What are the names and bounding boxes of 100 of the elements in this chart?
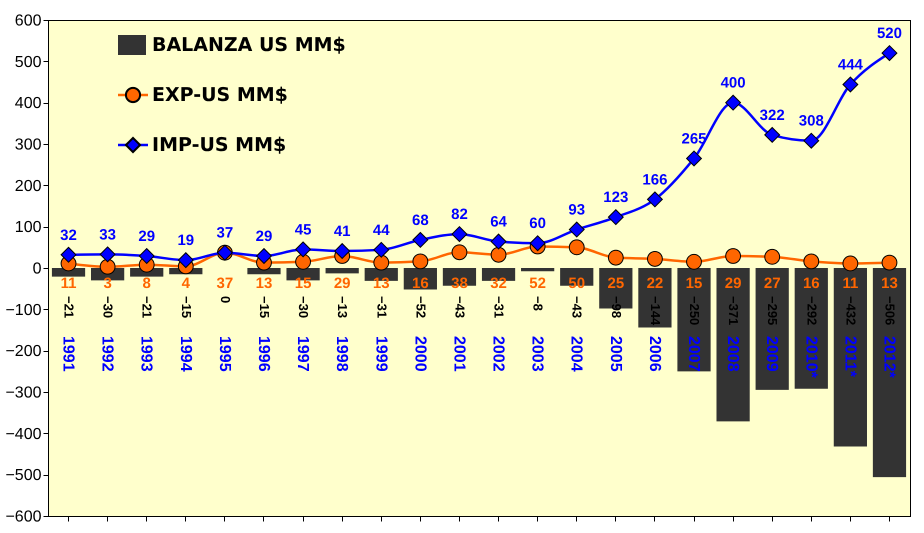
point — [295, 254, 311, 270]
data-label: 8 — [142, 275, 151, 292]
y-tick-label: −100 — [5, 302, 42, 319]
data-label: −15 — [178, 296, 194, 318]
data-label: 93 — [568, 202, 586, 219]
x-tick-label: 1992 — [98, 336, 116, 372]
point — [452, 226, 468, 242]
data-label: −43 — [570, 296, 585, 318]
y-tick-label: 300 — [14, 136, 42, 154]
x-tick-label: 2004 — [568, 336, 585, 372]
point — [842, 256, 858, 272]
y-tick-label: 400 — [14, 95, 42, 112]
x-tick-label: 2010* — [802, 336, 820, 379]
point — [686, 254, 702, 270]
data-label: 25 — [607, 275, 624, 292]
point — [60, 246, 76, 263]
point — [256, 248, 272, 264]
point — [138, 248, 155, 264]
data-label: 16 — [412, 275, 429, 292]
x-tick-label: 1999 — [372, 336, 390, 372]
point — [568, 239, 585, 256]
point — [882, 254, 898, 271]
data-label: 13 — [256, 275, 272, 292]
data-label: 44 — [372, 222, 390, 239]
x-tick-label: 1997 — [294, 336, 312, 372]
point — [764, 248, 780, 265]
data-label: 11 — [842, 275, 858, 292]
data-label: 29 — [138, 228, 156, 246]
data-label: −30 — [100, 296, 116, 318]
x-tick-label: 2006 — [646, 336, 663, 372]
y-tick-label: 500 — [14, 54, 42, 71]
data-label: 444 — [838, 56, 864, 74]
data-label: 60 — [529, 215, 546, 232]
data-label: 4 — [182, 275, 191, 292]
data-label: −31 — [374, 296, 390, 318]
data-label: 27 — [764, 275, 781, 292]
x-tick-label: 2001 — [450, 336, 468, 372]
data-label: 322 — [760, 106, 785, 124]
point — [100, 258, 116, 275]
data-label: −21 — [62, 296, 77, 318]
y-tick-label: −500 — [5, 467, 42, 484]
x-tick-label: 1993 — [138, 336, 155, 372]
x-tick-label: 2002 — [490, 336, 507, 372]
data-label: 19 — [177, 232, 194, 250]
data-label: 37 — [216, 275, 234, 292]
x-tick-label: 1995 — [216, 336, 233, 372]
point — [803, 253, 820, 270]
data-label: −31 — [492, 296, 507, 318]
legend-label: EXP-US MM$ — [152, 84, 288, 106]
point — [568, 222, 585, 238]
data-label: 32 — [60, 226, 77, 244]
point — [803, 132, 820, 149]
x-tick-label: 2008 — [724, 336, 742, 372]
point — [295, 241, 311, 258]
legend-label: IMP-US MM$ — [152, 134, 286, 156]
data-label: 15 — [686, 275, 702, 292]
point — [452, 244, 468, 260]
y-tick-label: −400 — [5, 426, 42, 443]
data-label: 68 — [412, 212, 429, 229]
point — [882, 45, 898, 61]
data-label: 82 — [451, 206, 468, 224]
y-tick-label: −300 — [5, 384, 42, 402]
point — [178, 252, 194, 268]
x-tick-label: 2003 — [528, 336, 546, 372]
point — [842, 76, 858, 92]
point — [530, 235, 546, 252]
point — [608, 209, 624, 226]
data-label: 22 — [646, 275, 664, 292]
y-tick-label: 200 — [14, 178, 42, 195]
data-label: 16 — [802, 275, 820, 292]
x-tick-label: 2000 — [411, 336, 428, 372]
point — [412, 232, 428, 248]
data-label: −98 — [608, 296, 624, 318]
data-label: 400 — [720, 74, 746, 92]
point — [100, 246, 116, 262]
data-label: 33 — [99, 226, 116, 244]
x-tick-label: 2005 — [606, 336, 624, 372]
point — [725, 248, 742, 264]
data-label: 37 — [216, 224, 234, 242]
data-label: 29 — [256, 228, 272, 246]
x-tick-label: 1996 — [254, 336, 272, 372]
x-tick-label: 1998 — [333, 336, 350, 372]
data-label: 45 — [294, 221, 312, 238]
data-label: 29 — [334, 275, 351, 292]
data-label: −8 — [530, 296, 546, 311]
x-tick-label: 1994 — [176, 336, 194, 372]
x-tick-label: 2012* — [880, 336, 898, 379]
point — [725, 94, 742, 111]
data-label: 3 — [103, 275, 112, 292]
data-label: 123 — [603, 189, 628, 206]
x-tick-label: 2009 — [763, 336, 780, 372]
data-label: 166 — [642, 171, 668, 188]
point — [686, 150, 702, 166]
point — [764, 126, 780, 143]
y-tick-label: 0 — [32, 260, 42, 278]
y-tick-label: −600 — [5, 508, 42, 526]
y-tick-label: −200 — [5, 343, 42, 360]
legend-label: BALANZA US MM$ — [152, 34, 346, 56]
data-label: 15 — [294, 275, 312, 292]
data-label: 11 — [60, 275, 76, 292]
